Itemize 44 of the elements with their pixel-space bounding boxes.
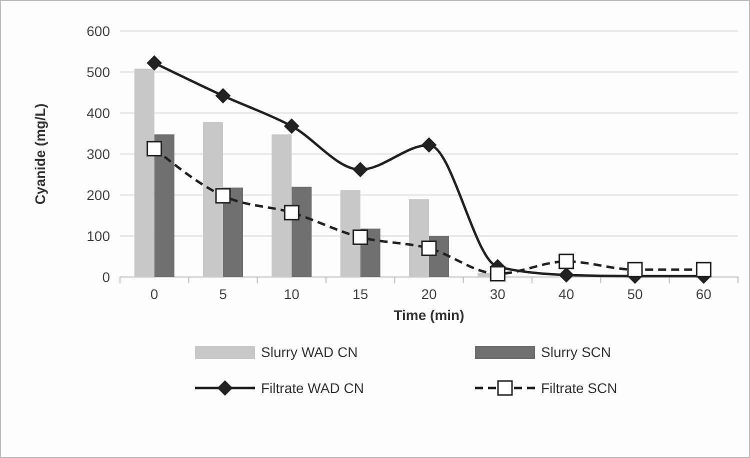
point (284, 204, 300, 220)
x-tick-label: 0 (150, 286, 158, 302)
x-tick-label: 20 (421, 286, 437, 302)
legend-label: Slurry SCN (541, 344, 612, 360)
y-tick-label: 200 (86, 186, 110, 203)
y-tick-label: 400 (86, 104, 110, 121)
x-tick-label: 60 (696, 286, 712, 302)
y-tick-label: 600 (86, 22, 110, 39)
x-tick-label: 30 (490, 286, 506, 302)
x-tick-label: 40 (558, 286, 574, 302)
bar (154, 134, 174, 277)
y-axis-title: Cyanide (mg/L) (32, 103, 48, 205)
point (215, 188, 231, 204)
point (490, 266, 506, 282)
x-tick-label: 10 (284, 286, 300, 302)
point (146, 55, 162, 70)
y-tick-label: 500 (86, 64, 110, 80)
point (422, 137, 436, 152)
point (421, 240, 437, 256)
x-tick-label: 50 (627, 286, 643, 302)
point (284, 118, 300, 134)
bar (409, 199, 429, 277)
bar (203, 122, 223, 277)
bar (223, 188, 243, 277)
legend-label: Filtrate WAD CN (261, 380, 364, 396)
x-tick-label: 5 (219, 286, 228, 302)
legend-label: Slurry WAD CN (261, 344, 358, 360)
legend-label: Filtrate SCN (541, 380, 618, 396)
point (696, 262, 712, 278)
point (352, 162, 368, 178)
y-tick-label: 100 (86, 228, 110, 244)
bar (134, 68, 154, 277)
y-tick-label: 300 (86, 146, 110, 162)
y-tick-label: 0 (102, 268, 110, 285)
point (352, 229, 368, 245)
point (627, 262, 643, 278)
bar (340, 190, 360, 277)
bar (292, 186, 312, 277)
x-axis-title: Time (min) (394, 306, 464, 323)
x-tick-label: 15 (352, 286, 368, 302)
point (146, 140, 162, 156)
bar (272, 134, 292, 277)
point (216, 88, 230, 104)
point (558, 267, 574, 282)
